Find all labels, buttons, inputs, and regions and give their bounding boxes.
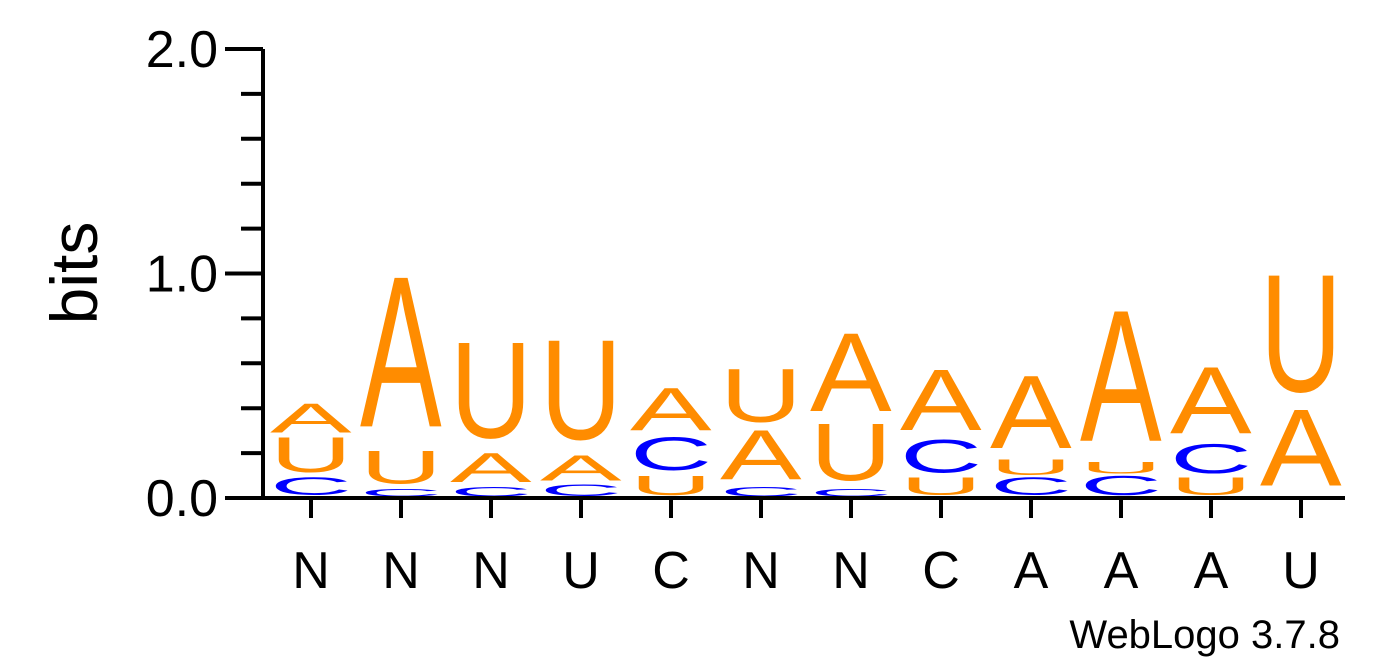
position-label: C — [922, 542, 960, 600]
logo-letter-u: U — [540, 311, 622, 470]
logo-letter-a: A — [1260, 387, 1342, 509]
logo-letter-u: U — [360, 441, 442, 494]
logo-letter-a: A — [270, 395, 352, 442]
logo-letter-c: C — [1170, 435, 1252, 482]
logo-column: CUA — [360, 232, 442, 499]
logo-letter-u: U — [450, 313, 532, 467]
logo-letter-u: U — [810, 407, 892, 498]
logo-column: CUA — [1080, 270, 1162, 501]
position-label: A — [1014, 542, 1049, 600]
logo-letter-c: C — [630, 427, 712, 480]
position-label: N — [742, 542, 780, 600]
logo-letter-a: A — [630, 374, 712, 443]
logo-letter-u: U — [1080, 459, 1162, 478]
logo-letter-c: C — [450, 484, 532, 500]
position-label: N — [382, 542, 420, 600]
logo-letter-c: C — [720, 484, 802, 500]
logo-column: AU — [1260, 240, 1342, 509]
logo-letter-a: A — [990, 355, 1072, 471]
logo-column: UCA — [630, 374, 712, 501]
logo-column: CUA — [990, 355, 1072, 501]
position-label: N — [832, 542, 870, 600]
position-label: U — [1282, 542, 1320, 600]
y-axis: 0.0 1.0 2.0 — [146, 21, 265, 528]
logo-column: CUA — [810, 310, 892, 499]
logo-letter-u: U — [720, 355, 802, 439]
y-axis-label: bits — [37, 222, 111, 325]
position-label: N — [472, 542, 510, 600]
position-label: A — [1194, 542, 1229, 600]
logo-column: CUA — [270, 395, 352, 501]
position-label: A — [1104, 542, 1139, 600]
position-label: N — [292, 542, 330, 600]
position-label: U — [562, 542, 600, 600]
logo-letter-a: A — [810, 310, 892, 435]
logo-letter-c: C — [540, 481, 622, 500]
y-tick-label: 0.0 — [146, 470, 218, 528]
logo-letter-a: A — [1170, 348, 1252, 454]
position-label: C — [652, 542, 690, 600]
logo-letter-a: A — [450, 444, 532, 491]
logo-letter-u: U — [270, 426, 352, 483]
y-tick-label: 2.0 — [146, 21, 218, 79]
logo-letter-u: U — [1260, 240, 1342, 428]
logo-column: CAU — [540, 311, 623, 500]
logo-column: UCA — [900, 352, 982, 501]
logo-letter-a: A — [900, 352, 982, 449]
y-tick-label: 1.0 — [146, 246, 218, 304]
logo-letter-u: U — [990, 455, 1072, 480]
logo-letter-c: C — [1080, 469, 1162, 501]
logo-letter-a: A — [720, 416, 802, 494]
logo-column: CAU — [450, 313, 532, 499]
logo-letter-a: A — [1080, 270, 1162, 481]
logo-letter-a: A — [540, 448, 623, 489]
logo-letter-c: C — [900, 430, 982, 483]
logo-letter-u: U — [630, 469, 712, 501]
logo-column: UCA — [1170, 348, 1252, 501]
weblogo-credit: WebLogo 3.7.8 — [1069, 613, 1340, 657]
logo-column: CAU — [720, 355, 802, 500]
logo-letter-a: A — [360, 232, 442, 473]
